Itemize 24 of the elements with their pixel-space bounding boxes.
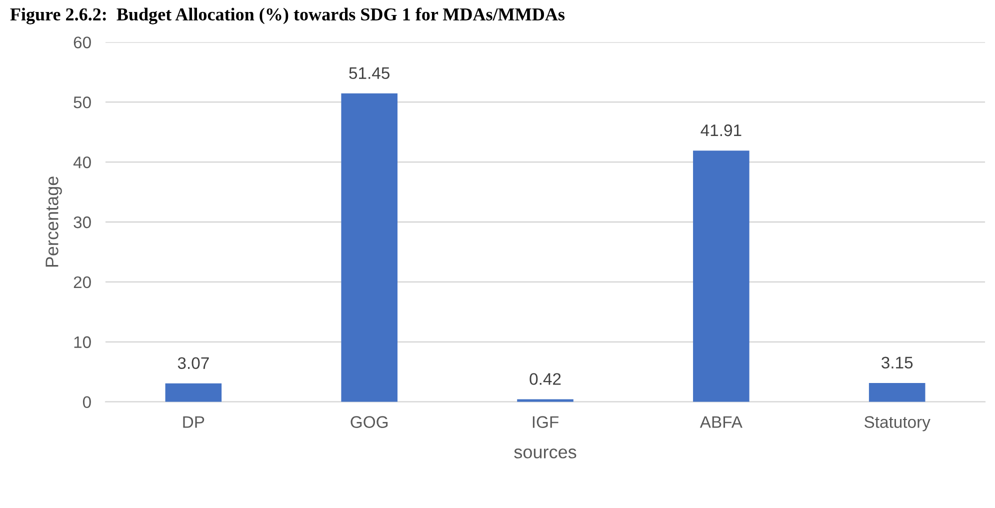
- data-label: 41.91: [700, 124, 742, 136]
- y-tick-label: 20: [74, 276, 91, 288]
- y-tick-label: 0: [82, 396, 91, 408]
- y-tick-label: 40: [73, 156, 91, 168]
- x-tick-label: GOG: [350, 416, 388, 428]
- bar: [868, 382, 926, 402]
- data-label: 3.07: [178, 357, 209, 370]
- x-tick-label: DP: [183, 416, 204, 428]
- data-label: 0.42: [530, 373, 561, 385]
- x-tick-label: ABFA: [700, 416, 742, 428]
- bar: [165, 383, 222, 402]
- data-label: 51.45: [349, 67, 390, 80]
- bar: [341, 93, 398, 402]
- x-tick-label: Statutory: [864, 416, 930, 432]
- bar: [693, 150, 750, 402]
- y-tick-label: 30: [74, 216, 91, 228]
- y-axis-title: Percentage: [46, 176, 62, 267]
- y-tick-label: 60: [74, 36, 91, 48]
- chart-title: Figure 2.6.2: Budget Allocation (%) towards SDG 1 for MDAs/MMDAs: [10, 8, 565, 24]
- x-axis-title: sources: [514, 448, 576, 458]
- x-tick-label: IGF: [532, 416, 558, 428]
- y-tick-label: 10: [74, 336, 91, 348]
- data-label: 3.15: [882, 356, 913, 369]
- y-tick-label: 50: [74, 96, 91, 108]
